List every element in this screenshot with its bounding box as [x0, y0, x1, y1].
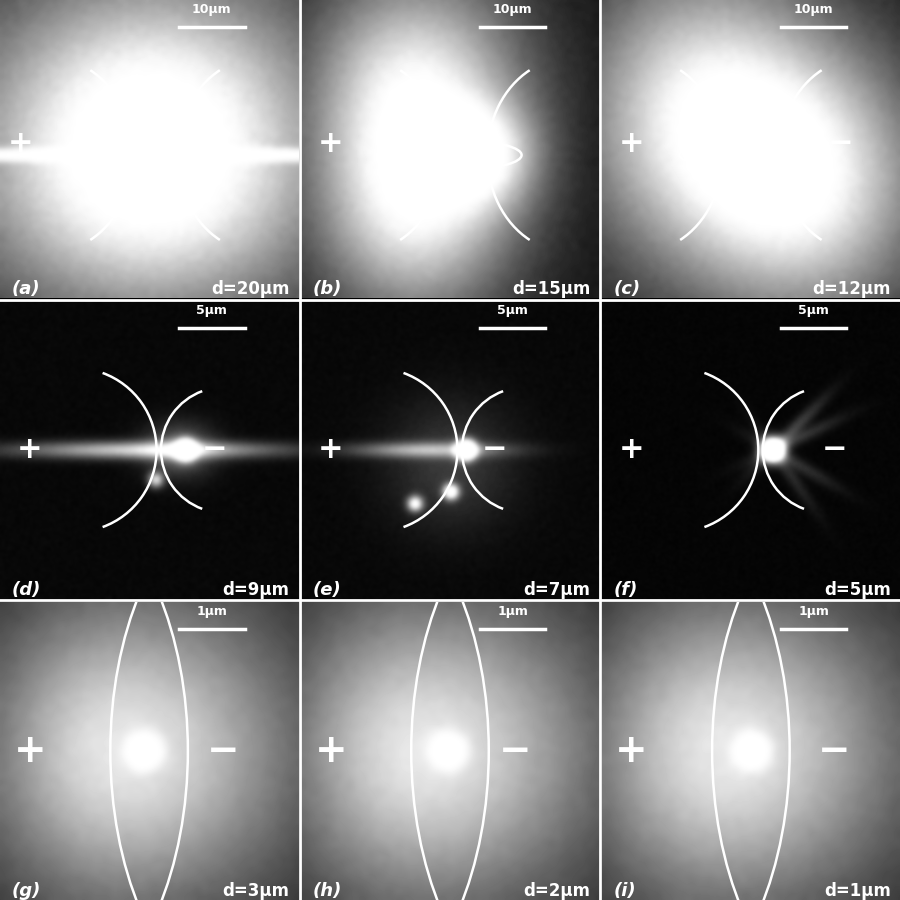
Text: 5μm: 5μm — [497, 304, 528, 318]
Text: (g): (g) — [12, 882, 41, 900]
Text: d=7μm: d=7μm — [523, 581, 590, 599]
Text: −: − — [473, 129, 499, 158]
Text: +: + — [314, 732, 347, 770]
Text: d=3μm: d=3μm — [222, 882, 289, 900]
Text: +: + — [619, 129, 644, 158]
Text: 1μm: 1μm — [196, 605, 227, 618]
Text: 10μm: 10μm — [794, 4, 833, 16]
Text: +: + — [616, 732, 648, 770]
Text: 1μm: 1μm — [497, 605, 528, 618]
Text: +: + — [619, 436, 644, 464]
Text: (b): (b) — [313, 280, 342, 298]
Text: +: + — [318, 129, 344, 158]
Text: −: − — [500, 732, 532, 770]
Text: d=12μm: d=12μm — [813, 280, 891, 298]
Text: (c): (c) — [614, 280, 641, 298]
Text: −: − — [202, 436, 228, 464]
Text: 10μm: 10μm — [493, 4, 533, 16]
Text: −: − — [190, 129, 215, 158]
Text: (i): (i) — [614, 882, 636, 900]
Text: (h): (h) — [313, 882, 342, 900]
Text: +: + — [17, 436, 42, 464]
Text: d=20μm: d=20μm — [211, 280, 289, 298]
Text: 1μm: 1μm — [798, 605, 829, 618]
Text: (e): (e) — [313, 581, 342, 599]
Text: +: + — [318, 436, 344, 464]
Text: −: − — [207, 732, 240, 770]
Text: (f): (f) — [614, 581, 638, 599]
Text: 5μm: 5μm — [798, 304, 829, 318]
Text: d=9μm: d=9μm — [222, 581, 289, 599]
Text: −: − — [818, 732, 850, 770]
Text: (a): (a) — [12, 280, 40, 298]
Text: d=5μm: d=5μm — [824, 581, 891, 599]
Text: 5μm: 5μm — [196, 304, 227, 318]
Text: d=1μm: d=1μm — [824, 882, 891, 900]
Text: d=15μm: d=15μm — [512, 280, 590, 298]
Text: +: + — [14, 732, 46, 770]
Text: d=2μm: d=2μm — [523, 882, 590, 900]
Text: −: − — [822, 436, 847, 464]
Text: 10μm: 10μm — [192, 4, 231, 16]
Text: −: − — [828, 129, 853, 158]
Text: −: − — [482, 436, 508, 464]
Text: +: + — [8, 129, 33, 158]
Text: (d): (d) — [12, 581, 41, 599]
